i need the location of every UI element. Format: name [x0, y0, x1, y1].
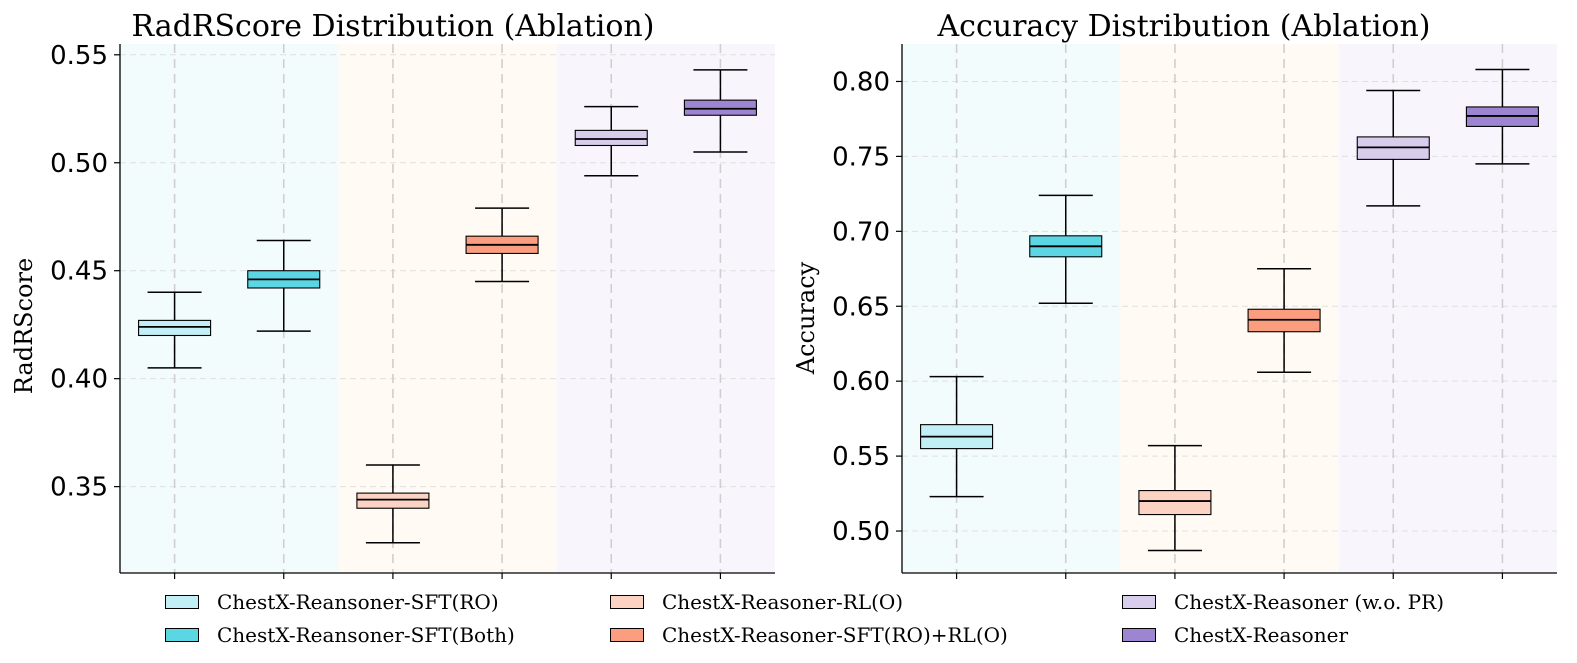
accuracy-panel: 0.50 0.55 0.60 0.65 0.70 0.75 0.80 Accuracy Dis…: [792, 9, 1557, 579]
legend-label-rl-o: ChestX-Reasoner-RL(O): [662, 590, 903, 614]
legend-item-rl-o: ChestX-Reasoner-RL(O): [610, 588, 903, 616]
legend-label-wo-pr: ChestX-Reasoner (w.o. PR): [1174, 590, 1444, 614]
legend-label-sft-both: ChestX-Reansoner-SFT(Both): [217, 623, 515, 647]
radrscore-panel: 0.35 0.40 0.45 0.50 0.55 RadRScore Distributi…: [10, 9, 775, 579]
legend-swatch-wo-pr: [1122, 595, 1156, 609]
legend-item-full: ChestX-Reasoner: [1122, 621, 1348, 649]
legend-label-sft-ro: ChestX-Reansoner-SFT(RO): [217, 590, 499, 614]
y-tick-label: 0.50: [832, 517, 890, 547]
y-tick-label: 0.50: [50, 149, 108, 179]
y-tick-label: 0.40: [50, 365, 108, 395]
iqr-box: [139, 320, 211, 335]
figure: 0.35 0.40 0.45 0.50 0.55 RadRScore Distributi…: [0, 0, 1577, 663]
legend: ChestX-Reansoner-SFT(RO) ChestX-Reansone…: [0, 588, 1577, 660]
y-axis-label: Accuracy: [792, 261, 820, 375]
legend-swatch-sft-ro: [165, 595, 199, 609]
legend-swatch-sft-ro-rl-o: [610, 628, 644, 642]
legend-item-sft-ro: ChestX-Reansoner-SFT(RO): [165, 588, 499, 616]
legend-swatch-rl-o: [610, 595, 644, 609]
legend-item-wo-pr: ChestX-Reasoner (w.o. PR): [1122, 588, 1444, 616]
legend-swatch-sft-both: [165, 628, 199, 642]
y-tick-label: 0.45: [50, 257, 108, 287]
y-tick-label: 0.35: [50, 473, 108, 503]
legend-label-full: ChestX-Reasoner: [1174, 623, 1348, 647]
y-tick-label: 0.80: [832, 67, 890, 97]
chart-canvas: 0.35 0.40 0.45 0.50 0.55 RadRScore Distributi…: [0, 0, 1577, 590]
background-band: [902, 44, 1120, 573]
chart-title: Accuracy Distribution (Ablation): [936, 9, 1430, 44]
y-tick-label: 0.55: [50, 41, 108, 71]
legend-item-sft-both: ChestX-Reansoner-SFT(Both): [165, 621, 515, 649]
y-tick-label: 0.60: [832, 367, 890, 397]
iqr-box: [684, 100, 756, 115]
y-tick-label: 0.70: [832, 217, 890, 247]
y-tick-label: 0.55: [832, 442, 890, 472]
y-tick-label: 0.75: [832, 142, 890, 172]
iqr-box: [357, 493, 429, 508]
background-band: [120, 44, 338, 573]
y-axis-label: RadRScore: [10, 258, 38, 394]
legend-swatch-full: [1122, 628, 1156, 642]
background-band: [557, 44, 775, 573]
chart-title: RadRScore Distribution (Ablation): [132, 9, 655, 44]
y-tick-label: 0.65: [832, 292, 890, 322]
legend-label-sft-ro-rl-o: ChestX-Reasoner-SFT(RO)+RL(O): [662, 623, 1008, 647]
iqr-box: [1139, 491, 1211, 515]
legend-item-sft-ro-rl-o: ChestX-Reasoner-SFT(RO)+RL(O): [610, 621, 1008, 649]
iqr-box: [575, 130, 647, 145]
